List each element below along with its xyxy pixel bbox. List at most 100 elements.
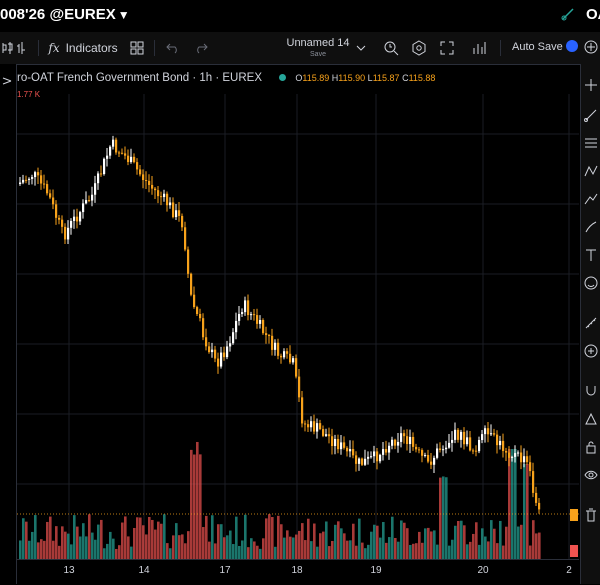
fullscreen-button[interactable] (438, 32, 456, 64)
volume-bar (244, 514, 247, 559)
candle-body (190, 273, 193, 295)
candle-body (466, 437, 469, 445)
x-tick-label: 14 (138, 565, 150, 576)
volume-bar (337, 521, 340, 559)
candle-body (463, 431, 466, 445)
volume-bar (184, 543, 187, 559)
volume-bar (481, 528, 484, 559)
templates-button[interactable] (128, 32, 146, 64)
legend-title[interactable]: ro-OAT French Government Bond · 1h · EUR… (17, 72, 262, 84)
ohlc-values: O115.89 H115.90 L115.87 C115.88 (295, 73, 435, 83)
trend-line-icon[interactable] (584, 108, 598, 122)
lock-drawings-icon[interactable] (584, 412, 598, 426)
low-value: 115.87 (372, 73, 400, 83)
time-axis[interactable]: 13 14 17 18 19 20 2 (17, 559, 579, 585)
volume-bar (109, 531, 112, 559)
volume-bar (349, 540, 352, 559)
candle-body (307, 424, 310, 428)
volume-bar (499, 520, 502, 559)
volume-bar (391, 516, 394, 559)
volume-bar (55, 526, 58, 559)
volume-bar (262, 538, 265, 559)
undo-button[interactable] (164, 32, 182, 64)
volume-bar (448, 545, 451, 559)
quick-search-button[interactable] (382, 32, 400, 64)
volume-bar (247, 547, 250, 559)
zoom-in-icon[interactable] (584, 344, 598, 358)
volume-bar (229, 530, 232, 559)
settings-button[interactable] (410, 32, 428, 64)
volume-bar (97, 524, 100, 559)
volume-bar (208, 541, 211, 559)
volume-bar (526, 464, 529, 559)
volume-bar (28, 540, 31, 559)
volume-bar (478, 544, 481, 559)
volume-bar (403, 522, 406, 559)
bar-type-button[interactable] (16, 32, 30, 64)
gear-icon (412, 40, 426, 56)
crosshair-icon[interactable] (584, 78, 598, 92)
volume-bar (274, 546, 277, 559)
candle-body (328, 434, 331, 437)
volume-bar (94, 539, 97, 559)
candle-body (19, 182, 22, 184)
market-status-icon[interactable] (279, 74, 287, 82)
volume-bar (103, 548, 106, 559)
volume-bar (457, 521, 460, 559)
volume-bar (91, 532, 94, 559)
secondary-symbol[interactable]: OA (586, 6, 600, 23)
volume-bar (193, 454, 196, 559)
candle-body (166, 193, 169, 206)
price-chart[interactable] (17, 64, 579, 584)
trash-icon[interactable] (584, 508, 598, 522)
text-icon[interactable] (584, 248, 598, 262)
volume-bar (409, 544, 412, 559)
candle-body (202, 318, 205, 338)
candle-body (412, 436, 415, 447)
volume-bar (466, 544, 469, 559)
candle-body (427, 454, 430, 462)
volume-bar (82, 523, 85, 559)
x-tick-label: 18 (291, 565, 303, 576)
pattern-icon[interactable] (584, 164, 598, 178)
layout-menu-button[interactable] (354, 32, 368, 64)
volume-bar (211, 515, 214, 559)
volume-bar (433, 530, 436, 559)
redo-button[interactable] (192, 32, 210, 64)
candle-body (265, 333, 268, 336)
candle-body (496, 434, 499, 446)
volume-bar (178, 535, 181, 559)
volume-bar (421, 542, 424, 559)
candle-body (217, 358, 220, 367)
eye-icon[interactable] (584, 468, 598, 482)
volume-bar (469, 541, 472, 559)
chart-type-button[interactable] (0, 32, 14, 64)
prediction-icon[interactable] (584, 192, 598, 206)
arrow-icon[interactable] (0, 66, 16, 96)
measure-icon[interactable] (584, 316, 598, 330)
candle-body (391, 439, 394, 446)
lock-icon[interactable] (584, 440, 598, 454)
volume-bar (73, 515, 76, 559)
volume-bar (304, 540, 307, 559)
volume-bar (520, 524, 523, 559)
candle-body (502, 440, 505, 452)
candle-body (313, 421, 316, 432)
volume-bar (376, 525, 379, 559)
magnet-icon[interactable] (584, 384, 598, 398)
fib-icon[interactable] (584, 136, 598, 150)
volume-bar (79, 536, 82, 559)
volume-bar (232, 544, 235, 559)
quick-draw-icon[interactable] (560, 6, 576, 22)
candle-body (331, 436, 334, 447)
autosave-toggle[interactable] (566, 40, 578, 52)
indicators-button[interactable]: fx Indicators (48, 32, 118, 64)
brush-icon[interactable] (584, 220, 598, 234)
symbol-search-button[interactable]: 008'26 @EUREX ▼ (0, 6, 130, 23)
candle-body (514, 453, 517, 457)
add-panel-icon[interactable] (584, 40, 598, 54)
volume-bar (217, 524, 220, 559)
screenshot-button[interactable] (470, 32, 488, 64)
autosave-toggle-label[interactable]: Auto Save (512, 41, 563, 53)
emoji-icon[interactable] (584, 276, 598, 290)
